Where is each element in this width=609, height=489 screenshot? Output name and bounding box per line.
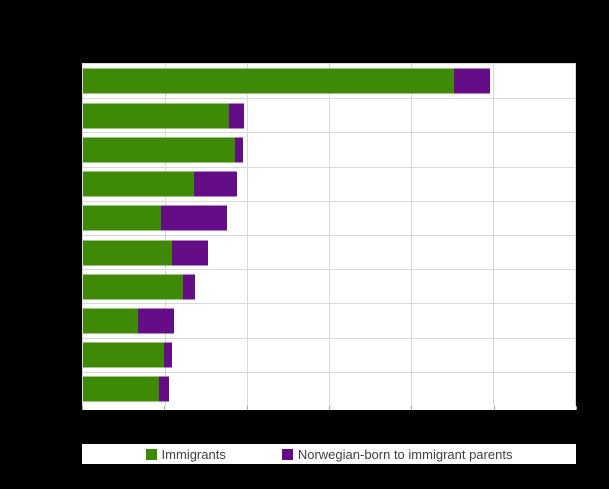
immigrants-segment <box>83 342 165 368</box>
immigrants-segment <box>83 137 235 163</box>
x-axis-tick <box>576 406 577 410</box>
bar-row <box>83 98 575 132</box>
immigrants-segment <box>83 171 194 197</box>
norwegian-born-segment <box>164 342 173 368</box>
bar-row <box>83 166 575 201</box>
bar-row <box>83 269 575 303</box>
norwegian-born-segment <box>193 171 238 197</box>
immigrants-segment <box>83 103 229 129</box>
x-axis-tick <box>411 406 413 410</box>
stacked-bar <box>83 68 490 94</box>
immigrants-segment <box>83 376 160 402</box>
immigrants-segment <box>83 240 172 266</box>
bar-row <box>83 303 575 337</box>
norwegian-born-segment <box>160 205 228 231</box>
bar-row <box>83 234 575 269</box>
norwegian-born-segment <box>159 376 170 402</box>
stacked-bar <box>83 274 195 300</box>
immigrants-segment <box>83 68 455 94</box>
stacked-bar <box>83 137 243 163</box>
norwegian-born-segment <box>234 137 243 163</box>
bar-row <box>83 371 575 406</box>
plot-area <box>82 63 576 407</box>
stacked-bar <box>83 205 228 231</box>
norwegian-born-segment <box>171 240 209 266</box>
x-axis-tick <box>82 406 83 410</box>
bar-row <box>83 64 575 98</box>
stacked-bar <box>83 342 173 368</box>
x-axis-tick <box>329 406 330 410</box>
norwegian-born-segment <box>454 68 490 94</box>
immigrants-swatch-icon <box>145 448 157 460</box>
legend: Immigrants Norwegian-born to immigrant p… <box>82 444 576 464</box>
stacked-bar <box>83 308 175 334</box>
stacked-bar <box>83 240 209 266</box>
bar-row <box>83 337 575 372</box>
immigrants-segment <box>83 308 138 334</box>
stacked-bar <box>83 103 244 129</box>
immigrants-segment <box>83 205 161 231</box>
legend-label-norwegian-born: Norwegian-born to immigrant parents <box>297 446 513 462</box>
bar-row <box>83 132 575 166</box>
stacked-bar <box>83 376 170 402</box>
x-axis-tick <box>164 406 166 410</box>
x-axis-tick <box>246 406 248 410</box>
legend-item-norwegian-born: Norwegian-born to immigrant parents <box>281 446 513 462</box>
legend-label-immigrants: Immigrants <box>161 446 226 462</box>
immigrants-segment <box>83 274 184 300</box>
norwegian-born-segment <box>137 308 175 334</box>
bar-row <box>83 200 575 235</box>
legend-item-immigrants: Immigrants <box>145 446 226 462</box>
x-axis-tick <box>493 406 495 410</box>
norwegian-born-segment <box>183 274 195 300</box>
norwegian-born-swatch-icon <box>281 448 293 460</box>
stacked-bar <box>83 171 238 197</box>
norwegian-born-segment <box>228 103 244 129</box>
bars <box>83 64 575 406</box>
x-axis-tick-strip <box>82 406 577 410</box>
